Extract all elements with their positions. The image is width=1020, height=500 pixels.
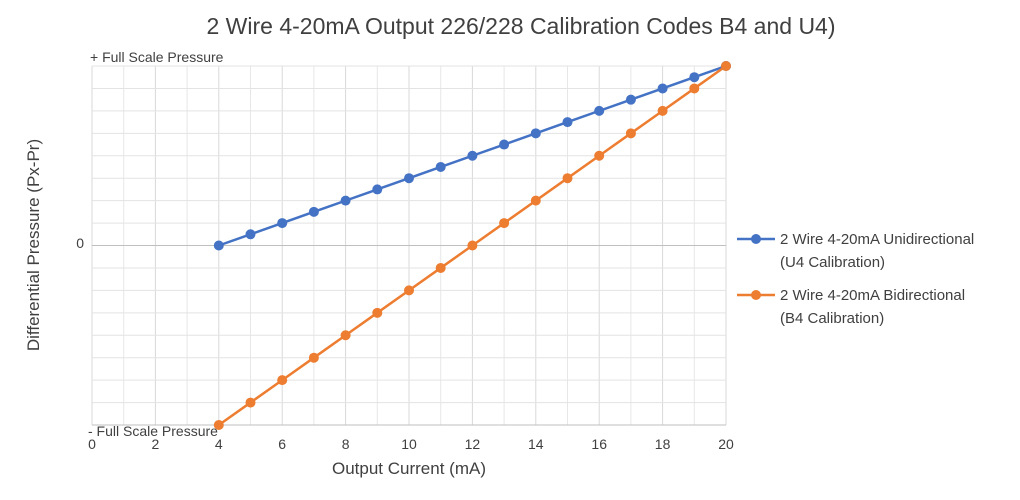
data-point-unidirectional [435, 161, 446, 172]
data-point-bidirectional [499, 218, 510, 229]
data-point-unidirectional [562, 117, 573, 128]
legend-label-unidirectional-line1: 2 Wire 4-20mA Unidirectional [780, 231, 974, 248]
data-point-bidirectional [308, 352, 319, 363]
legend-label-bidirectional-line2: (B4 Calibration) [780, 310, 884, 327]
data-point-unidirectional [245, 229, 256, 240]
y-axis-title: Differential Pressure (Px-Pr) [24, 139, 43, 351]
data-point-unidirectional [213, 240, 224, 251]
x-tick-label: 16 [591, 436, 607, 452]
data-point-bidirectional [277, 375, 288, 386]
data-point-unidirectional [308, 206, 319, 217]
data-point-bidirectional [721, 61, 731, 71]
data-point-bidirectional [372, 307, 383, 318]
x-tick-label: 8 [342, 436, 350, 452]
data-point-bidirectional [625, 128, 636, 139]
data-point-unidirectional [499, 139, 510, 150]
data-point-bidirectional [245, 397, 256, 408]
data-point-bidirectional [657, 105, 668, 116]
legend-item-unidirectional: 2 Wire 4-20mA Unidirectional (U4 Calibra… [737, 231, 974, 271]
data-point-unidirectional [689, 72, 700, 83]
data-point-bidirectional [340, 330, 351, 341]
x-tick-label: 20 [718, 436, 734, 452]
y-tick-top: + Full Scale Pressure [90, 49, 224, 65]
series-layer [213, 61, 731, 430]
x-tick-label: 4 [215, 436, 223, 452]
x-tick-label: 6 [278, 436, 286, 452]
data-point-bidirectional [562, 173, 573, 184]
y-tick-zero: 0 [76, 235, 84, 251]
data-point-bidirectional [435, 262, 446, 273]
y-tick-bottom: - Full Scale Pressure [88, 423, 218, 439]
data-point-bidirectional [530, 195, 541, 206]
data-point-unidirectional [277, 218, 288, 229]
legend: 2 Wire 4-20mA Unidirectional (U4 Calibra… [737, 231, 974, 327]
data-point-unidirectional [404, 173, 414, 184]
legend-marker-unidirectional [751, 234, 761, 244]
legend-item-bidirectional: 2 Wire 4-20mA Bidirectional (B4 Calibrat… [737, 287, 965, 327]
x-tick-label: 10 [401, 436, 417, 452]
x-tick-label: 12 [465, 436, 481, 452]
data-point-unidirectional [340, 195, 351, 206]
x-tick-label: 14 [528, 436, 544, 452]
x-tick-labels: 0 2 4 6 8 10 12 14 16 18 20 [88, 436, 734, 452]
x-tick-label: 18 [655, 436, 671, 452]
legend-label-unidirectional-line2: (U4 Calibration) [780, 254, 885, 271]
data-point-unidirectional [594, 105, 605, 116]
data-point-bidirectional [594, 150, 605, 161]
data-point-unidirectional [657, 83, 668, 94]
data-point-bidirectional [404, 285, 414, 296]
data-point-bidirectional [213, 420, 224, 430]
x-tick-label: 2 [152, 436, 160, 452]
x-tick-label: 0 [88, 436, 96, 452]
data-point-unidirectional [530, 128, 541, 139]
legend-label-bidirectional-line1: 2 Wire 4-20mA Bidirectional [780, 287, 965, 304]
data-point-bidirectional [467, 240, 478, 251]
data-point-unidirectional [625, 94, 636, 105]
x-axis-title: Output Current (mA) [332, 459, 486, 478]
legend-marker-bidirectional [751, 290, 761, 300]
data-point-unidirectional [467, 150, 478, 161]
data-point-bidirectional [689, 83, 700, 94]
chart-title: 2 Wire 4-20mA Output 226/228 Calibration… [206, 13, 835, 39]
data-point-unidirectional [372, 184, 383, 195]
